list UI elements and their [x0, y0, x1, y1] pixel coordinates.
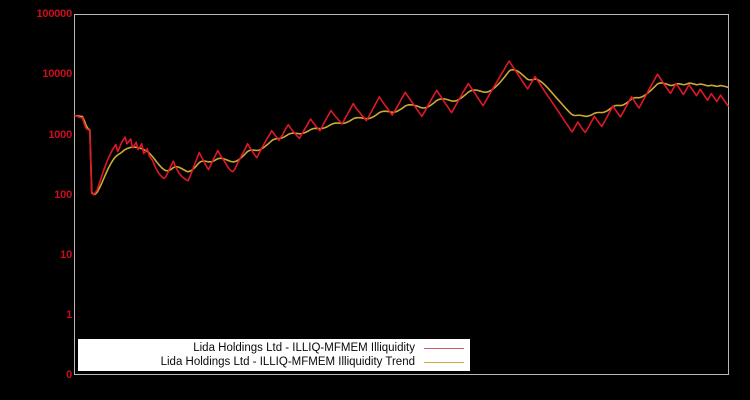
- legend-row-illiquidity: Lida Holdings Ltd - ILLIQ-MFMEM Illiquid…: [82, 341, 464, 355]
- y-tick-1000: 1000: [48, 129, 72, 141]
- legend-swatch-illiquidity: [424, 347, 464, 349]
- y-tick-1: 1: [66, 309, 72, 321]
- legend-swatch-trend: [424, 361, 464, 363]
- legend-label-trend: Lida Holdings Ltd - ILLIQ-MFMEM Illiquid…: [160, 355, 415, 368]
- y-tick-0: 0: [66, 369, 72, 381]
- series-line-illiquidity: [74, 60, 729, 196]
- chart-series-canvas: [74, 60, 729, 196]
- y-tick-10: 10: [60, 249, 72, 261]
- series-line-trend: [74, 68, 729, 196]
- chart-legend: Lida Holdings Ltd - ILLIQ-MFMEM Illiquid…: [78, 339, 470, 371]
- y-tick-100: 100: [54, 189, 72, 201]
- y-tick-100000: 100000: [36, 8, 72, 20]
- legend-row-trend: Lida Holdings Ltd - ILLIQ-MFMEM Illiquid…: [82, 355, 464, 369]
- y-tick-10000: 10000: [42, 68, 72, 80]
- plot-area-frame: [74, 14, 729, 375]
- legend-label-illiquidity: Lida Holdings Ltd - ILLIQ-MFMEM Illiquid…: [193, 341, 415, 354]
- y-axis-tick-labels: 100000 10000 1000 100 10 1 0: [0, 0, 72, 400]
